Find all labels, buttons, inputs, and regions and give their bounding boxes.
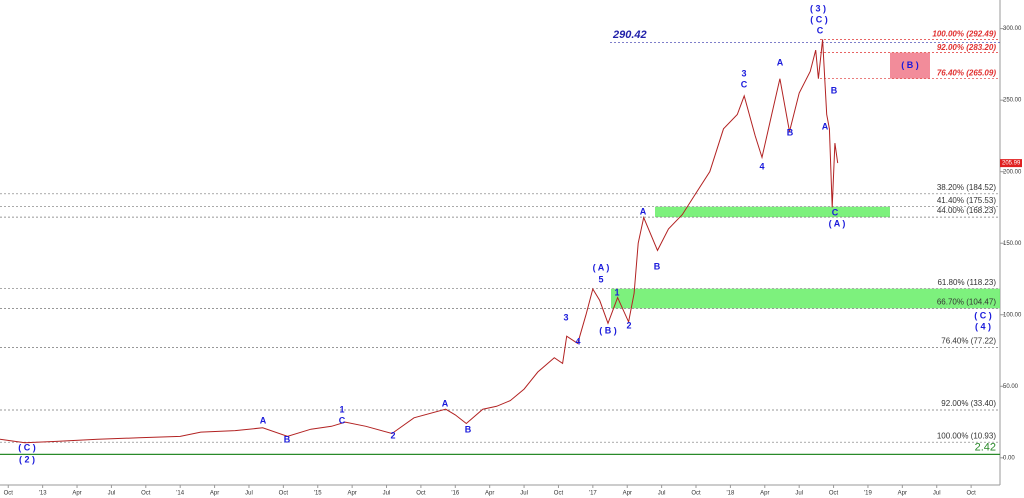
- x-tick-label: Apr: [347, 491, 356, 497]
- price-tag: [1000, 159, 1022, 168]
- wave-label: A: [442, 398, 449, 408]
- wave-label: 5: [598, 274, 603, 284]
- wave-label: C: [741, 79, 748, 89]
- zone: [655, 206, 890, 218]
- price-line: [0, 39, 839, 444]
- wave-label: C: [832, 207, 839, 217]
- level-label: 100.00% (10.93): [937, 431, 996, 440]
- x-tick-label: Apr: [760, 491, 769, 497]
- level-label: 100.00% (292.49): [932, 29, 996, 38]
- level-label: 66.70% (104.47): [937, 297, 996, 306]
- x-tick-label: '17: [589, 491, 597, 497]
- y-tick-label: 0.00: [1003, 455, 1015, 461]
- wave-label: C: [339, 415, 346, 425]
- wave-label: B: [654, 261, 661, 271]
- wave-label: C: [817, 25, 824, 35]
- y-tick-label: 150.00: [1003, 241, 1022, 247]
- low-label: 2.42: [975, 441, 996, 453]
- y-tick-label: 100.00: [1003, 312, 1022, 318]
- wave-label: 1: [614, 287, 619, 297]
- zone-label: ( B ): [901, 60, 919, 70]
- wave-label: B: [465, 424, 472, 434]
- x-tick-label: '18: [726, 491, 734, 497]
- zone: [611, 288, 1000, 309]
- level-label: 38.20% (184.52): [937, 183, 996, 192]
- wave-label: ( B ): [599, 325, 617, 335]
- x-tick-label: Apr: [898, 491, 907, 497]
- x-tick-label: Jul: [933, 491, 941, 497]
- wave-label: B: [831, 85, 838, 95]
- wave-label: B: [284, 434, 291, 444]
- x-tick-label: Jul: [795, 491, 803, 497]
- level-label: 76.40% (265.09): [937, 69, 996, 78]
- x-tick-label: Oct: [829, 491, 839, 497]
- x-tick-label: Apr: [485, 491, 494, 497]
- x-tick-label: Jul: [108, 491, 116, 497]
- level-label: 92.00% (283.20): [937, 43, 996, 52]
- x-tick-label: Jul: [520, 491, 528, 497]
- x-tick-label: Apr: [210, 491, 219, 497]
- wave-label: 2: [626, 320, 631, 330]
- high-label: 290.42: [612, 29, 647, 41]
- wave-label: 3: [741, 68, 746, 78]
- x-tick-label: Oct: [141, 491, 151, 497]
- x-tick-label: Oct: [4, 491, 14, 497]
- level-label: 76.40% (77.22): [941, 336, 996, 345]
- wave-label: A: [777, 57, 784, 67]
- level-label: 41.40% (175.53): [937, 196, 996, 205]
- price-tag-label: 205.99: [1002, 161, 1021, 167]
- x-tick-label: Jul: [383, 491, 391, 497]
- wave-label: 3: [563, 312, 568, 322]
- level-label: 92.00% (33.40): [941, 399, 996, 408]
- wave-label: 1: [339, 404, 344, 414]
- level-label: 44.00% (168.23): [937, 206, 996, 215]
- x-tick-label: Oct: [416, 491, 426, 497]
- wave-label: A: [640, 206, 647, 216]
- wave-label: ( A ): [829, 218, 846, 228]
- x-tick-label: '13: [39, 491, 47, 497]
- x-tick-label: '19: [864, 491, 872, 497]
- wave-label: B: [787, 127, 794, 137]
- wave-label: A: [260, 415, 267, 425]
- y-tick-label: 50.00: [1003, 384, 1019, 390]
- wave-label: A: [822, 121, 829, 131]
- wave-label: ( C ): [810, 14, 828, 24]
- wave-label: ( 3 ): [810, 3, 826, 13]
- y-tick-label: 250.00: [1003, 98, 1022, 104]
- x-tick-label: '15: [314, 491, 322, 497]
- wave-label: 4: [759, 161, 764, 171]
- wave-label: ( A ): [593, 262, 610, 272]
- x-tick-label: Oct: [554, 491, 564, 497]
- x-tick-label: Jul: [245, 491, 253, 497]
- wave-label: ( C ): [974, 310, 992, 320]
- wave-label: 2: [390, 430, 395, 440]
- wave-label: ( C ): [18, 442, 36, 452]
- x-tick-label: Apr: [623, 491, 632, 497]
- wave-label: 4: [575, 336, 580, 346]
- wave-label: ( 2 ): [19, 454, 35, 464]
- x-tick-label: Oct: [691, 491, 701, 497]
- x-tick-label: Oct: [279, 491, 289, 497]
- level-label: 61.80% (118.23): [937, 278, 996, 287]
- x-tick-label: Oct: [966, 491, 976, 497]
- wave-label: ( 4 ): [975, 321, 991, 331]
- x-tick-label: Jul: [658, 491, 666, 497]
- x-tick-label: '16: [451, 491, 459, 497]
- y-tick-label: 300.00: [1003, 26, 1022, 32]
- x-tick-label: Apr: [72, 491, 81, 497]
- y-tick-label: 200.00: [1003, 169, 1022, 175]
- x-tick-label: '14: [176, 491, 184, 497]
- zone: [890, 52, 930, 79]
